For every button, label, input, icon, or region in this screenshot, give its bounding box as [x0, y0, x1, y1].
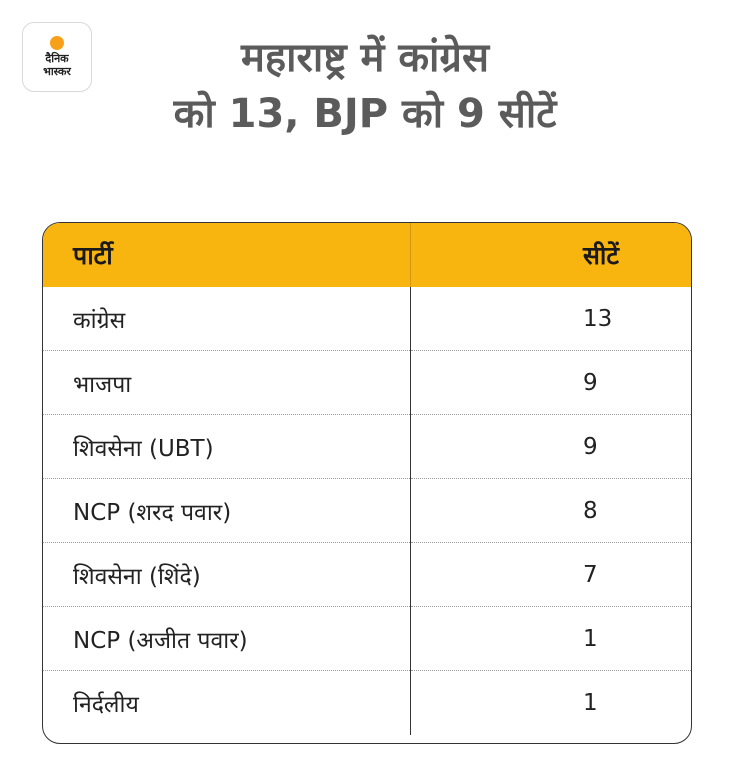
party-cell: NCP (अजीत पवार) — [43, 606, 411, 671]
table-header-row: पार्टी सीटें — [43, 223, 691, 287]
seat-table: पार्टी सीटें कांग्रेस 13 भाजपा 9 शिवसेना… — [43, 223, 691, 735]
seats-cell: 1 — [410, 606, 691, 671]
party-column-header: पार्टी — [43, 223, 411, 287]
table-row: कांग्रेस 13 — [43, 287, 691, 351]
sun-icon — [50, 36, 64, 50]
table-row: NCP (शरद पवार) 8 — [43, 478, 691, 543]
title-line-1: महाराष्ट्र में कांग्रेस — [240, 35, 490, 81]
party-cell: भाजपा — [43, 350, 411, 415]
seat-table-container: पार्टी सीटें कांग्रेस 13 भाजपा 9 शिवसेना… — [42, 222, 692, 744]
title-line-2: को 13, BJP को 9 सीटें — [173, 91, 557, 137]
dainik-bhaskar-logo: दैनिक भास्कर — [22, 22, 92, 92]
seats-cell: 9 — [410, 350, 691, 415]
party-cell: निर्दलीय — [43, 670, 411, 735]
table-row: निर्दलीय 1 — [43, 670, 691, 735]
party-cell: NCP (शरद पवार) — [43, 478, 411, 543]
party-cell: शिवसेना (शिंदे) — [43, 542, 411, 607]
table-row: भाजपा 9 — [43, 350, 691, 415]
table-row: शिवसेना (UBT) 9 — [43, 414, 691, 479]
seats-cell: 13 — [583, 305, 613, 332]
seats-cell: 1 — [410, 670, 691, 735]
table-row: NCP (अजीत पवार) 1 — [43, 606, 691, 671]
seats-column-header: सीटें — [410, 223, 691, 287]
table-row: शिवसेना (शिंदे) 7 — [43, 542, 691, 607]
seats-cell: 9 — [410, 414, 691, 479]
party-cell: शिवसेना (UBT) — [43, 414, 411, 479]
logo-line-2: भास्कर — [43, 65, 71, 78]
logo-line-1: दैनिक — [45, 52, 69, 65]
seats-cell: 8 — [410, 478, 691, 543]
page-title: महाराष्ट्र में कांग्रेस को 13, BJP को 9 … — [90, 30, 640, 142]
party-cell: कांग्रेस — [43, 287, 411, 351]
seats-cell: 7 — [410, 542, 691, 607]
